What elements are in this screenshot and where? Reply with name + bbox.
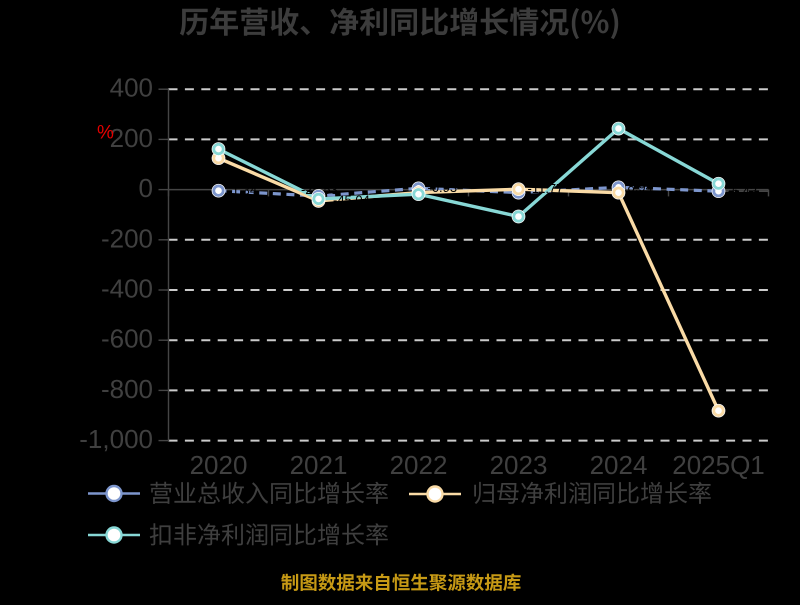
svg-text:400: 400: [110, 73, 153, 103]
svg-text:-200: -200: [101, 223, 153, 253]
svg-text:-11.77: -11.77: [528, 181, 564, 196]
svg-text:2025Q1: 2025Q1: [672, 450, 765, 480]
svg-text:2020: 2020: [190, 450, 248, 480]
svg-text:-1,000: -1,000: [79, 424, 153, 454]
svg-text:-0.93: -0.93: [428, 180, 458, 195]
svg-text:-1.34: -1.34: [228, 183, 258, 198]
svg-text:0: 0: [139, 173, 153, 203]
svg-text:-800: -800: [101, 374, 153, 404]
svg-text:-600: -600: [101, 324, 153, 354]
svg-text:-45.04: -45.04: [333, 193, 370, 208]
svg-text:-6.43: -6.43: [728, 184, 758, 199]
svg-text:2024: 2024: [590, 450, 648, 480]
svg-text:2021: 2021: [290, 450, 348, 480]
svg-text:2022: 2022: [390, 450, 448, 480]
svg-text:%: %: [97, 123, 114, 144]
svg-text:-400: -400: [101, 274, 153, 304]
svg-text:8.94: 8.94: [628, 180, 653, 195]
svg-text:200: 200: [110, 123, 153, 153]
svg-text:2023: 2023: [490, 450, 548, 480]
